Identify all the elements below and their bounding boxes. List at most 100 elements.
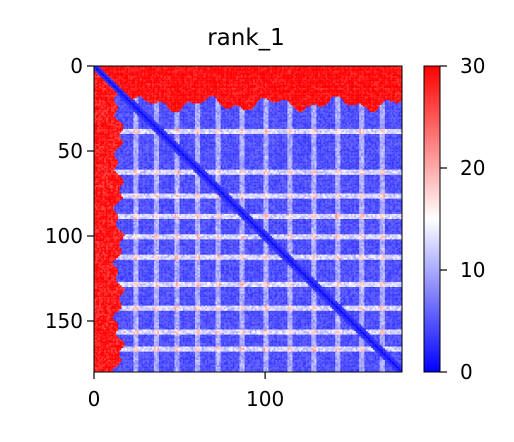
- heatmap-cell: [246, 101, 249, 104]
- heatmap-cell: [159, 91, 161, 94]
- heatmap-cell: [167, 74, 170, 77]
- heatmap-cell: [273, 88, 276, 90]
- heatmap-cell: [104, 100, 107, 102]
- heatmap-cell: [316, 76, 319, 79]
- heatmap-cell: [321, 77, 324, 80]
- heatmap-cell: [258, 110, 261, 113]
- heatmap-cell: [206, 88, 209, 90]
- heatmap-cell: [256, 96, 259, 99]
- heatmap-cell: [282, 100, 285, 102]
- heatmap-cell: [176, 101, 178, 104]
- heatmap-cell: [369, 83, 372, 85]
- heatmap-cell: [263, 76, 266, 79]
- heatmap-cell: [398, 93, 401, 96]
- heatmap-cell: [266, 93, 269, 96]
- heatmap-cell: [282, 105, 285, 107]
- heatmap-cell: [150, 89, 153, 92]
- heatmap-cell: [400, 69, 403, 72]
- heatmap-cell: [395, 110, 398, 113]
- heatmap-cell: [186, 69, 189, 72]
- heatmap-cell: [194, 96, 197, 99]
- heatmap-cell: [131, 101, 134, 104]
- heatmap-cell: [295, 71, 298, 73]
- heatmap-cell: [248, 110, 250, 113]
- heatmap-cell: [232, 100, 235, 102]
- heatmap-cell: [342, 84, 344, 87]
- heatmap-cell: [263, 108, 266, 111]
- heatmap-cell: [203, 89, 206, 92]
- heatmap-cell: [357, 81, 360, 84]
- heatmap-cell: [205, 93, 208, 96]
- heatmap-cell: [215, 110, 218, 113]
- heatmap-cell: [157, 108, 160, 111]
- heatmap-cell: [165, 66, 168, 68]
- heatmap-cell: [182, 86, 185, 89]
- heatmap-cell: [140, 76, 143, 79]
- heatmap-cell: [258, 84, 261, 87]
- heatmap-cell: [302, 100, 305, 102]
- heatmap-cell: [176, 103, 178, 106]
- heatmap-cell: [148, 69, 151, 72]
- heatmap-cell: [367, 98, 370, 101]
- heatmap-cell: [352, 108, 355, 111]
- heatmap-cell: [393, 94, 396, 97]
- heatmap-cell: [306, 103, 309, 106]
- heatmap-cell: [172, 89, 175, 92]
- heatmap-cell: [242, 71, 245, 73]
- heatmap-cell: [95, 77, 98, 80]
- heatmap-cell: [111, 66, 113, 68]
- heatmap-cell: [396, 94, 399, 97]
- heatmap-cell: [330, 88, 332, 90]
- heatmap-cell: [259, 86, 262, 89]
- heatmap-cell: [348, 67, 351, 70]
- heatmap-cell: [179, 88, 182, 90]
- heatmap-cell: [109, 93, 112, 96]
- heatmap-cell: [143, 101, 146, 104]
- heatmap-cell: [203, 66, 206, 68]
- heatmap-cell: [188, 69, 190, 72]
- heatmap-cell: [194, 111, 197, 114]
- heatmap-cell: [248, 86, 250, 89]
- heatmap-cell: [331, 101, 334, 104]
- heatmap-cell: [265, 93, 267, 96]
- heatmap-cell: [259, 76, 262, 79]
- heatmap-cell: [162, 72, 165, 75]
- heatmap-cell: [326, 77, 329, 80]
- heatmap-cell: [184, 105, 187, 107]
- heatmap-cell: [141, 86, 144, 89]
- heatmap-cell: [177, 91, 180, 94]
- heatmap-cell: [294, 94, 297, 97]
- heatmap-cell: [301, 98, 303, 101]
- heatmap-cell: [220, 93, 223, 96]
- heatmap-cell: [232, 72, 235, 75]
- heatmap-cell: [316, 94, 319, 97]
- heatmap-cell: [248, 89, 250, 92]
- heatmap-cell: [220, 89, 223, 92]
- heatmap-cell: [374, 108, 377, 111]
- heatmap-cell: [345, 77, 348, 80]
- heatmap-cell: [99, 111, 101, 114]
- heatmap-cell: [189, 77, 192, 80]
- heatmap-cell: [376, 83, 379, 85]
- heatmap-cell: [126, 101, 129, 104]
- heatmap-cell: [167, 88, 170, 90]
- heatmap-cell: [188, 105, 190, 107]
- heatmap-cell: [117, 88, 120, 90]
- heatmap-cell: [136, 88, 139, 90]
- heatmap-cell: [294, 83, 297, 85]
- heatmap-cell: [360, 94, 363, 97]
- heatmap-cell: [338, 71, 341, 73]
- heatmap-cell: [242, 67, 245, 70]
- heatmap-cell: [222, 67, 225, 70]
- heatmap-cell: [360, 105, 363, 107]
- heatmap-cell: [234, 105, 237, 107]
- heatmap-cell: [165, 94, 168, 97]
- heatmap-cell: [285, 79, 288, 82]
- heatmap-cell: [321, 76, 324, 79]
- heatmap-cell: [105, 106, 108, 109]
- heatmap-cell: [162, 106, 165, 109]
- heatmap-cell: [242, 91, 245, 94]
- heatmap-cell: [150, 110, 153, 113]
- heatmap-cell: [184, 81, 187, 84]
- heatmap-cell: [222, 81, 225, 84]
